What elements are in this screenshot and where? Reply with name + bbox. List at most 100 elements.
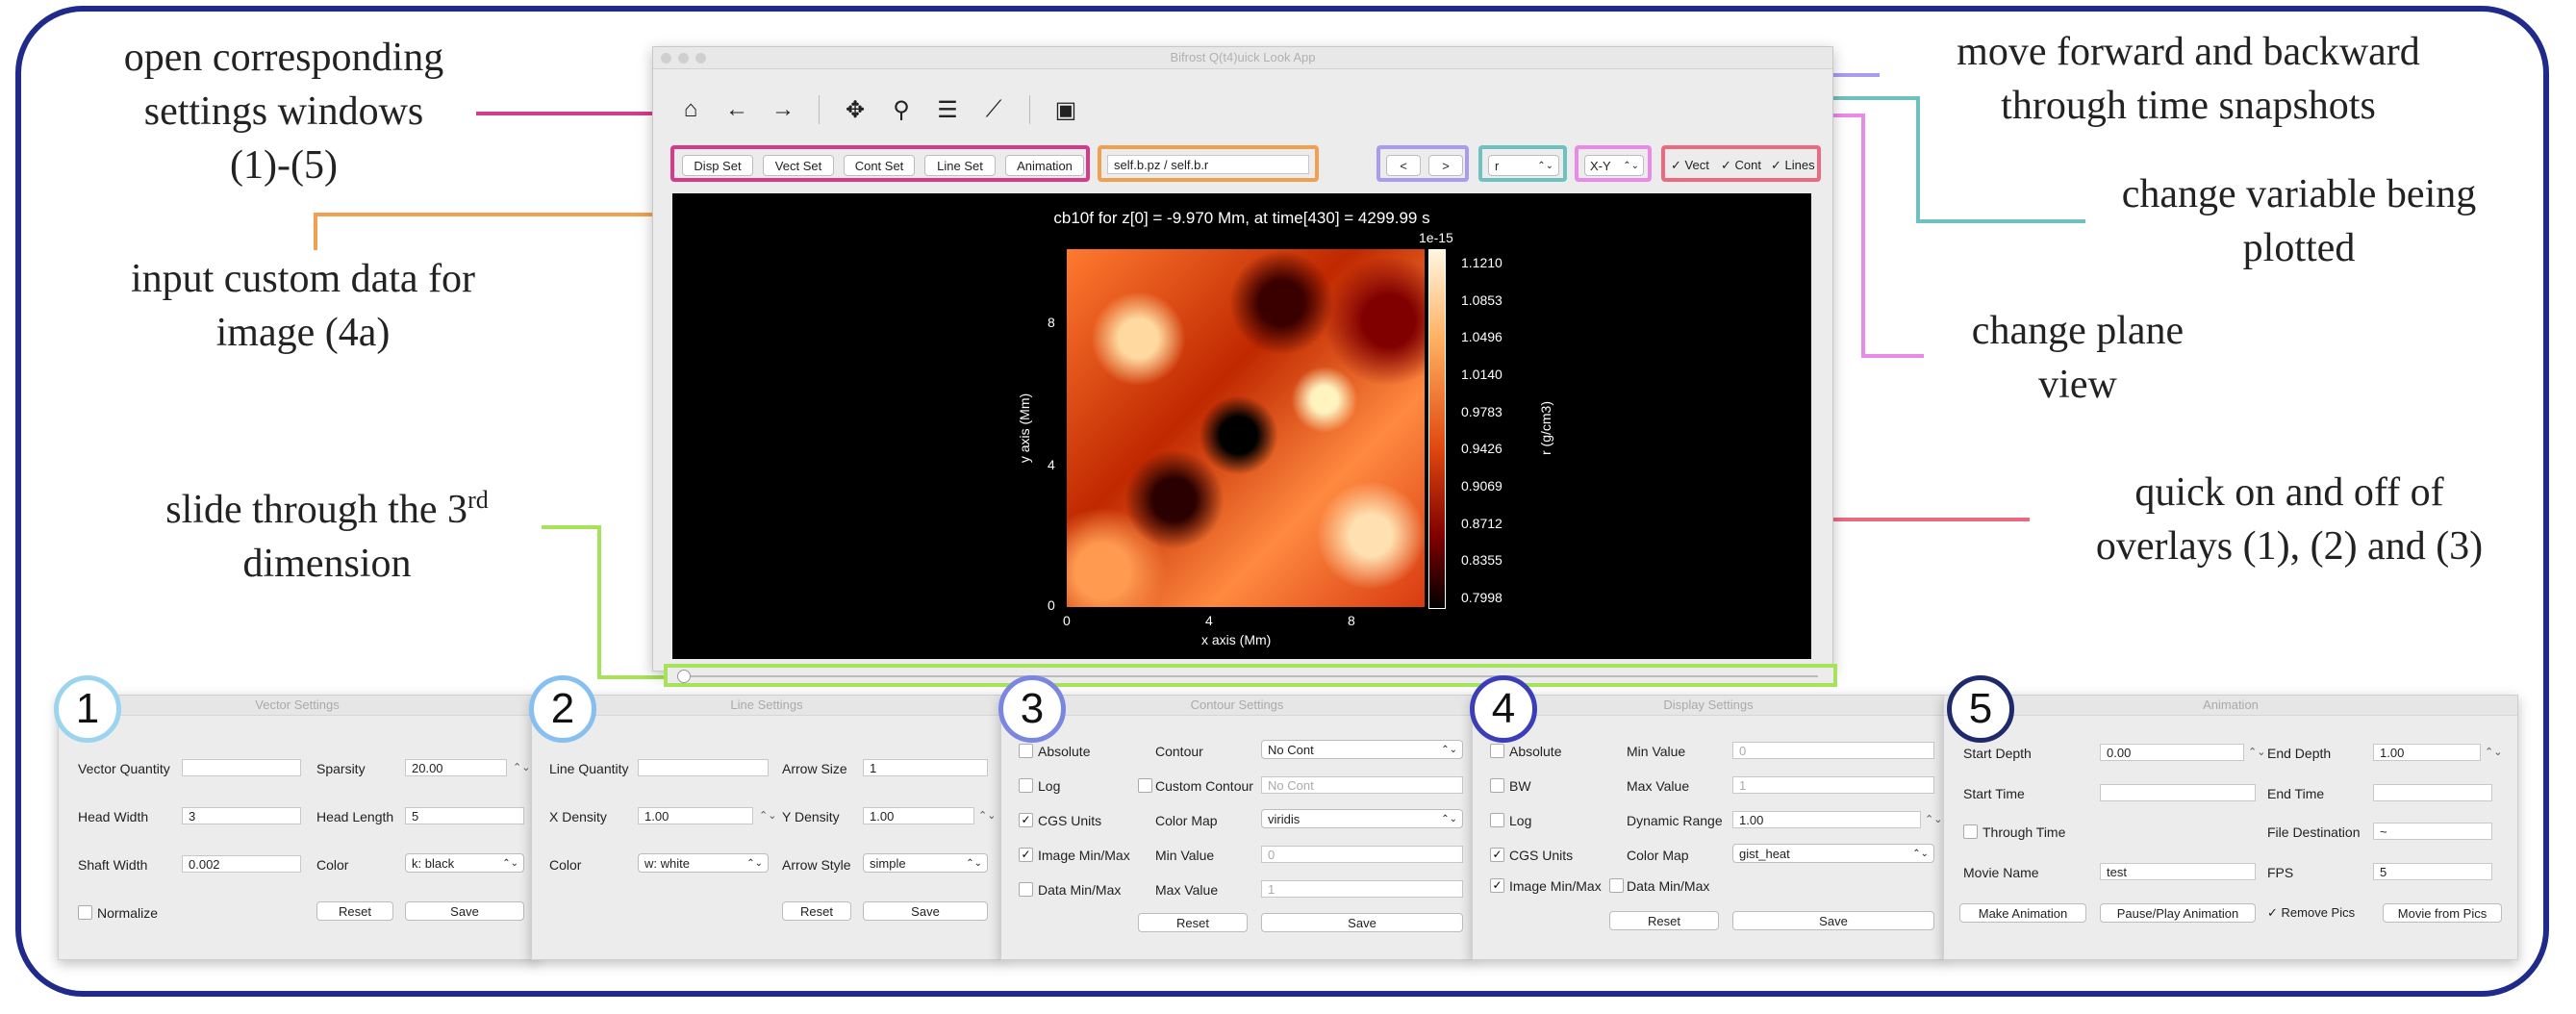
movie-name-input[interactable]: test (2100, 863, 2256, 880)
line-set-button[interactable]: Line Set (924, 155, 996, 176)
x-density-input[interactable]: 1.00 (638, 807, 753, 824)
custom-contour-label: Custom Contour (1155, 778, 1253, 794)
end-time-input[interactable] (2373, 784, 2492, 801)
zoom-icon[interactable]: ⚲ (893, 96, 910, 123)
start-depth-input[interactable]: 0.00 (2100, 744, 2244, 761)
reset-button[interactable]: Reset (316, 901, 393, 921)
zoom-dot[interactable] (695, 53, 706, 63)
vect-check[interactable]: ✓ Vect (1671, 158, 1709, 172)
stepper-icon[interactable]: ⌃⌄ (2248, 747, 2266, 758)
absolute-checkbox[interactable] (1019, 744, 1033, 758)
custom-contour-checkbox[interactable] (1138, 778, 1152, 793)
color-map-select[interactable]: gist_heat ⌃⌄ (1732, 844, 1934, 863)
head-length-input[interactable]: 5 (405, 807, 524, 824)
depth-slider[interactable] (664, 664, 1837, 687)
arrow-size-input[interactable]: 1 (863, 759, 988, 776)
end-depth-input[interactable]: 1.00 (2373, 744, 2481, 761)
chevron-updown-icon: ⌃⌄ (1441, 814, 1457, 824)
plot-canvas[interactable]: cb10f for z[0] = -9.970 Mm, at time[430]… (672, 193, 1811, 659)
color-map-select[interactable]: viridis ⌃⌄ (1261, 809, 1463, 828)
configure-icon[interactable]: ☰ (937, 96, 958, 123)
y-density-input[interactable]: 1.00 (863, 807, 974, 824)
vect-set-button[interactable]: Vect Set (763, 155, 834, 176)
head-width-label: Head Width (78, 809, 149, 824)
color-select[interactable]: w: white ⌃⌄ (638, 853, 769, 873)
color-select[interactable]: k: black ⌃⌄ (405, 853, 524, 873)
stepper-icon[interactable]: ⌃⌄ (1925, 814, 1943, 825)
log-checkbox[interactable] (1490, 813, 1504, 827)
plane-select[interactable]: X-Y ⌃⌄ (1584, 155, 1644, 176)
contour-select[interactable]: No Cont ⌃⌄ (1261, 740, 1463, 759)
minimize-dot[interactable] (678, 53, 689, 63)
colorbar-tick: 0.9783 (1461, 403, 1503, 419)
cgs-units-label: CGS Units (1509, 848, 1574, 863)
color-label: Color (316, 857, 349, 873)
movie-from-pics-button[interactable]: Movie from Pics (2383, 903, 2502, 923)
save-button[interactable]: Save (405, 901, 524, 921)
bw-checkbox[interactable] (1490, 778, 1504, 793)
save-button[interactable]: Save (1261, 913, 1463, 932)
slider-track (683, 675, 1818, 677)
sparsity-input[interactable]: 20.00 (405, 759, 507, 776)
image-minmax-checkbox[interactable]: ✓ (1490, 878, 1504, 893)
image-minmax-checkbox[interactable]: ✓ (1019, 848, 1033, 862)
image-minmax-label: Image Min/Max (1509, 878, 1602, 894)
max-value-input[interactable]: 1 (1261, 880, 1463, 898)
vector-quantity-input[interactable] (182, 759, 301, 776)
reset-button[interactable]: Reset (1609, 911, 1719, 930)
back-arrow-icon[interactable]: ← (725, 96, 748, 122)
line-quantity-input[interactable] (638, 759, 769, 776)
cgs-units-checkbox[interactable]: ✓ (1490, 848, 1504, 862)
next-time-button[interactable]: > (1428, 155, 1463, 176)
start-time-input[interactable] (2100, 784, 2256, 801)
remove-pics-check[interactable]: ✓ Remove Pics (2267, 905, 2356, 920)
data-minmax-checkbox[interactable] (1019, 882, 1033, 897)
shaft-width-input[interactable]: 0.002 (182, 855, 301, 873)
save-icon[interactable]: ▣ (1054, 96, 1077, 123)
variable-select[interactable]: r ⌃⌄ (1488, 155, 1559, 176)
absolute-checkbox[interactable] (1490, 744, 1504, 758)
edit-axis-icon[interactable]: ⟋ (985, 96, 1002, 122)
reset-button[interactable]: Reset (1138, 913, 1248, 932)
normalize-checkbox[interactable] (78, 905, 92, 920)
stepper-icon[interactable]: ⌃⌄ (513, 762, 531, 773)
slider-handle[interactable] (677, 670, 691, 683)
pause-play-button[interactable]: Pause/Play Animation (2100, 903, 2256, 923)
x-axis-label: x axis (Mm) (1201, 632, 1272, 647)
stepper-icon[interactable]: ⌃⌄ (759, 810, 777, 822)
annotation-custom-data: input custom data for image (4a) (106, 252, 500, 360)
through-time-checkbox[interactable] (1963, 824, 1978, 839)
custom-contour-input[interactable]: No Cont (1261, 776, 1463, 794)
save-button[interactable]: Save (863, 901, 988, 921)
stepper-icon[interactable]: ⌃⌄ (2485, 747, 2503, 758)
head-width-input[interactable]: 3 (182, 807, 301, 824)
log-checkbox[interactable] (1019, 778, 1033, 793)
file-destination-input[interactable]: ~ (2373, 823, 2492, 840)
max-value-input[interactable]: 1 (1732, 776, 1934, 794)
make-animation-button[interactable]: Make Animation (1959, 903, 2086, 923)
min-value-input[interactable]: 0 (1261, 846, 1463, 863)
min-value-input[interactable]: 0 (1732, 742, 1934, 759)
arrow-style-select[interactable]: simple ⌃⌄ (863, 853, 988, 873)
disp-set-button[interactable]: Disp Set (682, 155, 753, 176)
dynamic-range-input[interactable]: 1.00 (1732, 811, 1921, 828)
cgs-units-checkbox[interactable]: ✓ (1019, 813, 1033, 827)
cont-check[interactable]: ✓ Cont (1721, 158, 1761, 172)
stepper-icon[interactable]: ⌃⌄ (978, 810, 997, 822)
custom-data-input[interactable]: self.b.pz / self.b.r (1107, 155, 1309, 174)
reset-button[interactable]: Reset (782, 901, 851, 921)
y-tick: 0 (1048, 597, 1055, 613)
y-axis-label: y axis (Mm) (1017, 393, 1033, 464)
lines-check[interactable]: ✓ Lines (1771, 158, 1815, 172)
prev-time-button[interactable]: < (1386, 155, 1421, 176)
home-icon[interactable]: ⌂ (683, 96, 698, 122)
data-minmax-checkbox[interactable] (1609, 878, 1624, 893)
close-dot[interactable] (661, 53, 671, 63)
cont-set-button[interactable]: Cont Set (844, 155, 915, 176)
x-tick: 4 (1205, 613, 1213, 628)
pan-icon[interactable]: ✥ (845, 96, 866, 123)
save-button[interactable]: Save (1732, 911, 1934, 930)
animation-button[interactable]: Animation (1005, 155, 1084, 176)
forward-arrow-icon[interactable]: → (771, 96, 795, 122)
fps-input[interactable]: 5 (2373, 863, 2492, 880)
